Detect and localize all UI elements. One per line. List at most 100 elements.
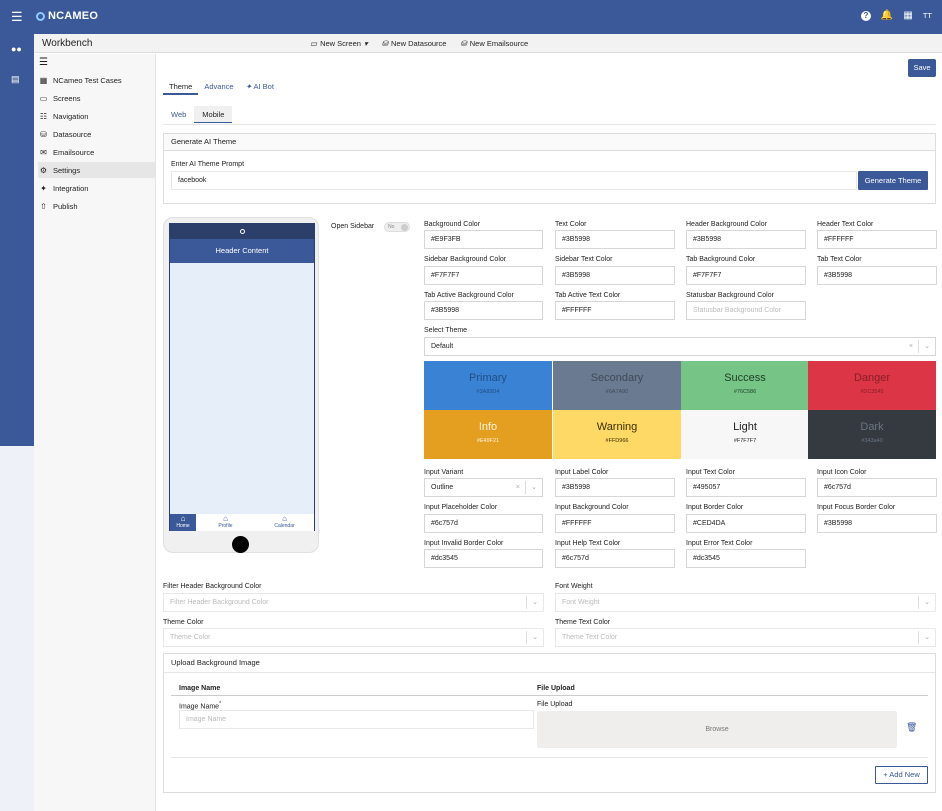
swatch-primary[interactable]: Primary #3A83D4 <box>424 361 552 410</box>
sidebar-item-label: NCameo Test Cases <box>53 75 122 85</box>
chevron-down-icon[interactable]: ⌄ <box>918 596 935 609</box>
sidebar-toggle-icon[interactable]: ☰ <box>39 57 48 68</box>
chevron-down-icon[interactable]: ⌄ <box>918 631 935 644</box>
input-placeholder-color-label: Input Placeholder Color <box>424 504 498 511</box>
sidebar-item-settings[interactable]: ⚙ Settings <box>38 162 155 178</box>
swatch-warning[interactable]: Warning #FFD966 <box>553 410 681 459</box>
filter-header-bg-dropdown[interactable]: Filter Header Background Color ⌄ <box>163 593 544 612</box>
save-button[interactable]: Save <box>908 59 936 77</box>
help-icon[interactable]: ? <box>860 10 871 21</box>
tab-web[interactable]: Web <box>171 110 187 119</box>
gear-icon: ⚙ <box>39 165 48 175</box>
font-weight-dropdown[interactable]: Font Weight ⌄ <box>555 593 936 612</box>
tab-theme[interactable]: Theme <box>163 79 199 95</box>
swatch-code: #3A83D4 <box>476 389 500 395</box>
chevron-down-icon[interactable]: ⌄ <box>526 631 543 644</box>
swatch-danger[interactable]: Danger #DC3545 <box>808 361 936 410</box>
swatch-dark[interactable]: Dark #343a40 <box>808 410 936 459</box>
sidebar-item-navigation[interactable]: ☷ Navigation <box>38 108 155 124</box>
sitemap-icon: ☷ <box>39 111 48 121</box>
input-placeholder-color-input[interactable]: #6c757d <box>424 514 543 533</box>
clear-icon[interactable]: × <box>908 343 913 350</box>
generate-theme-button[interactable]: Generate Theme <box>858 171 928 190</box>
logo-ring-icon <box>36 11 45 21</box>
sidebar-item-emailsource[interactable]: ✉ Emailsource <box>38 144 155 160</box>
col-image-name: Image Name <box>179 685 221 692</box>
input-focus-border-color-input[interactable]: #3B5998 <box>817 514 937 533</box>
input-invalid-border-color-input[interactable]: #dc3545 <box>424 549 543 568</box>
open-sidebar-toggle[interactable]: No <box>384 222 410 232</box>
tab-text-color-input[interactable]: #3B5998 <box>817 266 937 285</box>
tab-mobile[interactable]: Mobile <box>194 106 233 123</box>
trash-icon[interactable]: 🗑 <box>906 722 918 732</box>
tab-bg-color-input[interactable]: #F7F7F7 <box>686 266 806 285</box>
select-theme-dropdown[interactable]: Default × ⌄ <box>424 337 936 356</box>
bell-icon[interactable]: 🔔 <box>880 10 894 21</box>
nav-home[interactable]: ⌂ Home <box>170 514 196 531</box>
new-screen-button[interactable]: ▭ New Screen ▾ <box>310 39 368 48</box>
tab-active-text-color-input[interactable]: #FFFFFF <box>555 301 675 320</box>
clear-icon[interactable]: × <box>515 484 520 491</box>
ai-prompt-input[interactable]: facebook <box>171 171 857 190</box>
text-color-input[interactable]: #3B5998 <box>555 230 675 249</box>
sidebar-bg-color-input[interactable]: #F7F7F7 <box>424 266 543 285</box>
plug-icon: ✦ <box>40 183 47 193</box>
input-variant-dropdown[interactable]: Outline × ⌄ <box>424 478 543 497</box>
sidebar-text-color-input[interactable]: #3B5998 <box>555 266 675 285</box>
chevron-down-icon[interactable]: ⌄ <box>525 481 542 494</box>
input-icon-color-input[interactable]: #6c757d <box>817 478 937 497</box>
users-icon[interactable]: ●● <box>11 44 22 54</box>
input-error-text-color-input[interactable]: #dc3545 <box>686 549 806 568</box>
tab-ai-bot[interactable]: ✦ AI Bot <box>240 79 280 95</box>
sidebar-item-label: Settings <box>53 165 81 175</box>
apps-grid-icon[interactable]: ▦ <box>903 10 913 21</box>
header-text-color-input[interactable]: #FFFFFF <box>817 230 937 249</box>
swatch-name: Success <box>724 372 766 384</box>
image-name-input[interactable]: Image Name <box>179 710 534 729</box>
browse-button[interactable]: Browse <box>537 711 897 748</box>
background-color-input[interactable]: #E9F3FB <box>424 230 543 249</box>
sidebar: ☰ ▦ NCameo Test Cases ▭ Screens ☷ Navigatio… <box>34 54 156 811</box>
open-sidebar-label: Open Sidebar <box>331 223 375 230</box>
sidebar-item-screens[interactable]: ▭ Screens <box>38 90 155 106</box>
header-bg-color-label: Header Background Color <box>686 221 767 228</box>
select-theme-label: Select Theme <box>424 327 468 334</box>
input-bg-color-input[interactable]: #FFFFFF <box>555 514 675 533</box>
sidebar-item-datasource[interactable]: ⛁ Datasource <box>38 126 155 142</box>
swatch-success[interactable]: Success #76C586 <box>681 361 809 410</box>
app-logo[interactable]: NCAMEO <box>36 10 98 22</box>
new-datasource-button[interactable]: ⛁ New Datasource <box>382 39 447 48</box>
keyboard-icon[interactable]: ▤ <box>11 74 20 84</box>
nav-profile[interactable]: ⌂ Profile <box>196 514 255 531</box>
input-text-color-input[interactable]: #495057 <box>686 478 806 497</box>
sidebar-item-test-cases[interactable]: ▦ NCameo Test Cases <box>38 72 155 88</box>
input-bg-color-label: Input Background Color <box>555 504 629 511</box>
tab-advance[interactable]: Advance <box>204 82 234 91</box>
new-emailsource-button[interactable]: ⛁ New Emailsource <box>460 39 528 48</box>
swatch-light[interactable]: Light #F7F7F7 <box>681 410 809 459</box>
hamburger-menu-icon[interactable]: ☰ <box>11 9 23 24</box>
statusbar-bg-color-input[interactable]: Statusbar Background Color <box>686 301 806 320</box>
sidebar-item-integration[interactable]: ✦ Integration <box>38 180 155 196</box>
add-new-button[interactable]: + Add New <box>875 766 928 784</box>
workbench-title: Workbench <box>42 38 93 49</box>
image-name-field-label: Image Name* <box>179 701 221 710</box>
swatch-secondary[interactable]: Secondary #6A7A90 <box>553 361 681 410</box>
chevron-down-icon[interactable]: ⌄ <box>918 340 935 353</box>
nav-calendar[interactable]: ⌂ Calendar <box>255 514 314 531</box>
background-color-label: Background Color <box>424 221 481 228</box>
tab-active-bg-color-input[interactable]: #3B5998 <box>424 301 543 320</box>
home-icon: ⌂ <box>223 514 228 523</box>
new-datasource-label: New Datasource <box>391 39 447 48</box>
sidebar-item-label: Datasource <box>53 129 92 139</box>
header-bg-color-input[interactable]: #3B5998 <box>686 230 806 249</box>
theme-color-dropdown[interactable]: Theme Color ⌄ <box>163 628 544 647</box>
input-border-color-input[interactable]: #CED4DA <box>686 514 806 533</box>
avatar[interactable]: TT <box>922 11 932 20</box>
swatch-info[interactable]: Info #E49F21 <box>424 410 552 459</box>
theme-text-color-dropdown[interactable]: Theme Text Color ⌄ <box>555 628 936 647</box>
input-help-text-color-input[interactable]: #6c757d <box>555 549 675 568</box>
chevron-down-icon[interactable]: ⌄ <box>526 596 543 609</box>
input-label-color-input[interactable]: #3B5998 <box>555 478 675 497</box>
sidebar-item-publish[interactable]: ⇧ Publish <box>38 198 155 214</box>
